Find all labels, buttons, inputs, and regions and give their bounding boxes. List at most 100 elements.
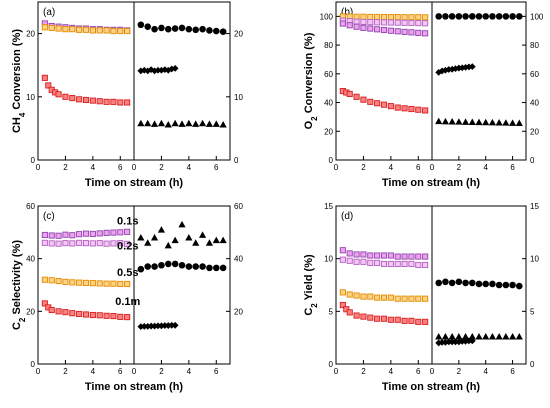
x-tick-label-left: 6 (118, 367, 123, 376)
y-axis-title-sub: 4 (18, 112, 27, 117)
data-marker (117, 28, 124, 35)
data-marker (422, 20, 429, 27)
left-series (339, 247, 429, 260)
left-series (339, 20, 429, 37)
y-tick-label-right: 20 (234, 30, 243, 39)
data-marker (374, 294, 381, 301)
y-tick-label-left: 40 (26, 255, 35, 264)
y-tick-label-right: 20 (234, 307, 243, 316)
data-marker (69, 279, 76, 286)
y-tick-label-left: 60 (26, 202, 35, 211)
data-marker (408, 19, 415, 27)
data-marker (374, 100, 381, 107)
data-marker (374, 26, 381, 33)
data-marker (144, 263, 152, 270)
data-marker (192, 26, 200, 34)
data-marker (48, 240, 55, 247)
data-marker (360, 293, 367, 300)
y-axis-title: O2 Conversion (%) (303, 32, 319, 129)
data-marker (69, 26, 76, 33)
data-marker (415, 106, 422, 113)
data-marker (374, 315, 381, 322)
data-marker (158, 24, 165, 32)
data-marker (435, 68, 443, 76)
data-marker (495, 333, 503, 340)
y-tick-label-left: 10 (26, 93, 35, 102)
data-marker (387, 252, 394, 259)
x-tick-label-left: 2 (361, 163, 366, 172)
data-marker (475, 118, 483, 126)
data-marker (164, 121, 172, 128)
data-marker (394, 316, 401, 323)
data-marker (117, 240, 124, 247)
data-marker (339, 256, 346, 263)
data-marker (198, 119, 207, 127)
data-marker (387, 260, 394, 267)
data-marker (110, 313, 117, 320)
data-marker (360, 313, 367, 320)
left-series (41, 24, 131, 35)
data-marker (394, 253, 401, 260)
data-marker (144, 67, 152, 75)
data-marker (89, 311, 96, 319)
right-series (435, 337, 476, 347)
data-marker (62, 26, 69, 33)
left-series (41, 239, 131, 247)
right-series (435, 333, 523, 340)
data-marker (502, 13, 510, 20)
data-marker (435, 279, 443, 287)
data-marker (515, 119, 523, 126)
y-tick-label-left: 10 (324, 255, 333, 264)
data-marker (346, 250, 353, 257)
data-marker (442, 278, 449, 286)
data-marker (515, 13, 523, 20)
x-axis-title: Time on stream (h) (382, 177, 481, 189)
x-tick-label-right: 6 (214, 163, 219, 172)
data-marker (161, 322, 169, 329)
data-marker (103, 27, 110, 34)
data-marker (415, 29, 422, 36)
data-marker (124, 314, 131, 321)
data-marker (353, 93, 360, 100)
y-axis-title-rest: Selectivity (%) (11, 240, 23, 318)
data-marker (171, 260, 179, 268)
data-marker (41, 300, 48, 307)
data-marker (515, 333, 523, 340)
data-marker (48, 277, 55, 284)
y-tick-label-left: 80 (324, 41, 333, 50)
data-marker (48, 232, 55, 239)
data-marker (455, 278, 463, 286)
right-series (137, 119, 227, 128)
right-plot-frame (133, 1, 231, 161)
data-marker (154, 66, 162, 74)
right-series (435, 63, 476, 76)
data-marker (475, 280, 483, 288)
data-marker (117, 280, 124, 287)
x-tick-label-left: 4 (389, 367, 394, 376)
x-tick-label-right: 4 (187, 367, 192, 376)
x-tick-label-right: 0 (430, 367, 435, 376)
data-marker (124, 280, 131, 287)
data-marker (367, 19, 374, 26)
data-marker (219, 121, 227, 128)
data-marker (192, 239, 200, 246)
y-tick-label-left: 20 (26, 307, 35, 316)
data-marker (117, 99, 124, 106)
data-marker (380, 260, 388, 267)
data-marker (103, 312, 110, 319)
data-marker (192, 263, 200, 270)
data-marker (117, 313, 124, 320)
data-marker (171, 321, 179, 329)
data-marker (462, 13, 469, 20)
data-marker (495, 281, 503, 289)
data-marker (401, 14, 408, 21)
data-marker (55, 25, 62, 32)
y-tick-label-right: 80 (530, 41, 539, 50)
data-marker (69, 232, 76, 239)
data-marker (374, 19, 381, 26)
data-marker (422, 30, 429, 37)
data-marker (455, 118, 463, 125)
data-marker (48, 306, 55, 314)
y-tick-label-left: 0 (31, 360, 36, 369)
